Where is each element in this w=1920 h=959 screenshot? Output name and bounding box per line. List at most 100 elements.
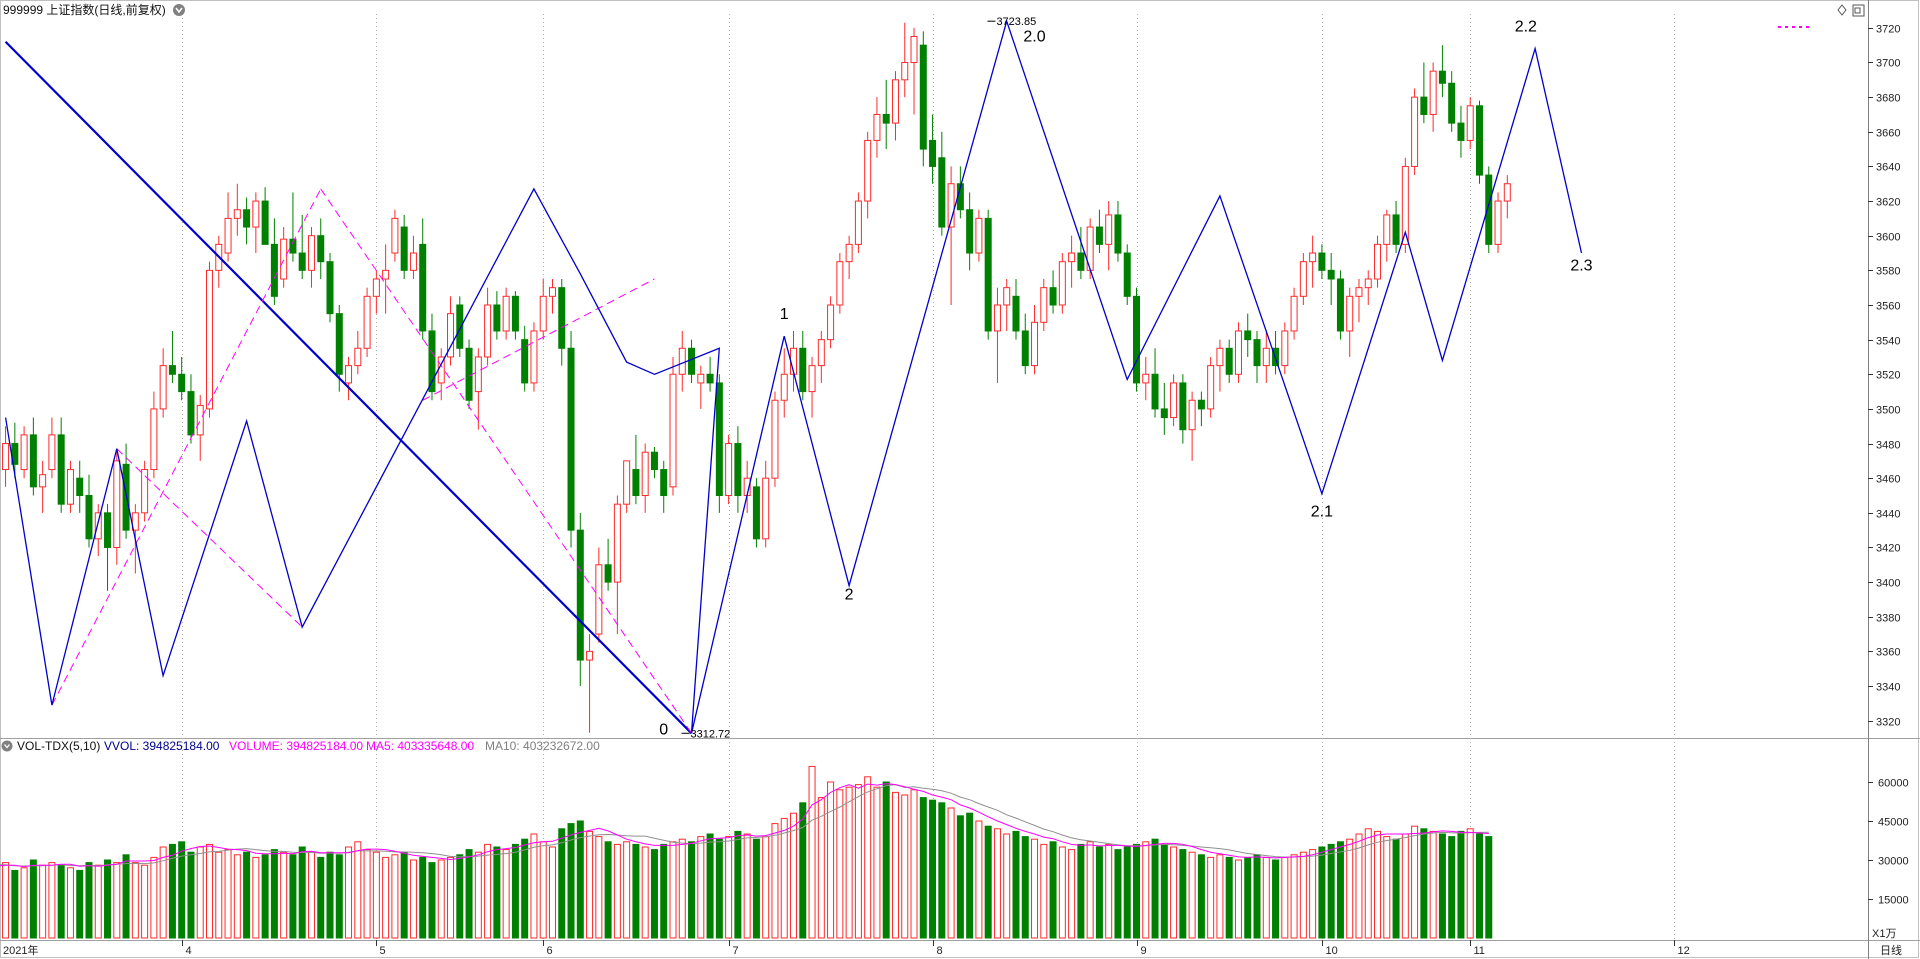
chevron-down-icon[interactable] [173, 4, 185, 16]
candle-body-down [168, 365, 176, 375]
volume-bar-up [307, 851, 315, 939]
candle-body-up [1234, 330, 1242, 375]
candle-body-down [1448, 82, 1456, 124]
candle-body-down [400, 226, 408, 271]
volume-bar-up [1429, 830, 1437, 939]
volume-bar-up [641, 846, 649, 939]
wave-label: 2.2 [1515, 18, 1537, 35]
chart-title: 999999 上证指数(日线,前复权) [3, 2, 166, 17]
volume-bar-up [354, 841, 362, 939]
volume-bar-down [326, 851, 334, 939]
volume-bar-down [1448, 836, 1456, 939]
volume-bar-down [85, 862, 93, 939]
month-label: 10 [1326, 945, 1338, 957]
candle-body-up [1411, 96, 1419, 167]
candle-body-down [604, 564, 612, 583]
candle-body-up [206, 269, 213, 410]
price-tick-label: 3580 [1876, 266, 1900, 278]
volume-bar-up [1170, 846, 1178, 939]
volume-bar-down [1457, 830, 1465, 939]
candle-body-up [372, 278, 380, 297]
volume-bar-down [298, 846, 306, 939]
volume-header: VOL-TDX(5,10) VVOL: 394825184.00 VOLUME:… [1, 739, 600, 753]
period-label[interactable]: 日线 [1880, 943, 1902, 957]
price-tick-label: 3460 [1876, 474, 1900, 486]
x-axis-months: 4 5 6 7 8 9 10 11 12 [182, 940, 1690, 957]
candle-body-down [984, 217, 992, 332]
price-tick-label: 3700 [1876, 58, 1900, 70]
volume-bar-down [929, 799, 937, 939]
volume-bar-down [122, 854, 130, 939]
volume-bar-down [1179, 849, 1187, 939]
candle-body-up [354, 347, 362, 367]
candle-body-down [465, 347, 473, 401]
volume-bar-down [734, 830, 742, 939]
wave-label: 0 [659, 722, 668, 739]
candle-body-up [873, 113, 881, 141]
candle-body-up [771, 399, 779, 479]
month-label: 5 [380, 945, 386, 957]
volume-ma-lines [0, 783, 1489, 868]
month-label: 6 [547, 945, 553, 957]
candle-body-up [891, 79, 899, 124]
candle-body-up [1068, 252, 1076, 263]
wave-label: 2 [845, 586, 854, 603]
candle-body-up [1003, 287, 1011, 306]
wave-polyline [4, 18, 1583, 734]
candle-body-down [558, 287, 566, 349]
volume-bar-down [57, 864, 65, 939]
volume-bar-down [576, 820, 584, 939]
candle-body-down [1077, 252, 1085, 271]
volume-bar-down [1475, 833, 1483, 939]
volume-bar-up [363, 849, 371, 939]
volume-bar-up [1290, 854, 1298, 939]
volume-bar-down [1012, 830, 1020, 939]
volume-bar-up [947, 807, 955, 939]
candle-body-up [827, 304, 835, 341]
price-tick-label: 3440 [1876, 509, 1900, 521]
volume-bar-up [1309, 849, 1317, 939]
dashed-segment [320, 188, 692, 734]
volume-bar-up [2, 862, 10, 939]
candle-body-up [1170, 382, 1178, 419]
restore-icon[interactable] [1852, 4, 1865, 17]
volume-bar-down [261, 854, 269, 939]
candle-body-up [447, 313, 455, 358]
volume-bar-up [901, 794, 909, 939]
wave-label: 2.3 [1570, 257, 1592, 274]
volume-bar-down [428, 862, 436, 939]
candle-body-up [307, 235, 315, 271]
diamond-icon[interactable] [1837, 4, 1847, 16]
month-label: 9 [1141, 945, 1147, 957]
volume-bar-up [623, 841, 631, 939]
volume-bar-down [1021, 836, 1029, 939]
candle-body-down [1438, 70, 1446, 84]
volume-bar-up [484, 843, 492, 939]
candle-body-down [1485, 174, 1493, 245]
candle-body-up [345, 365, 353, 384]
volume-bar-down [178, 841, 186, 939]
volume-bar-down [400, 851, 408, 939]
price-tick-label: 3420 [1876, 543, 1900, 555]
volume-bar-down [706, 833, 714, 939]
candle-body-up [1105, 214, 1113, 245]
candle-body-down [1475, 105, 1483, 176]
price-tick-label: 3560 [1876, 301, 1900, 313]
candle-body-down [1133, 295, 1140, 384]
volume-bar-up [1466, 828, 1474, 939]
volume-bar-down [104, 859, 112, 939]
candle-body-down [76, 477, 84, 497]
candle-body-down [567, 347, 575, 531]
candle-body-down [270, 243, 278, 297]
volume-bar-down [1123, 846, 1131, 939]
volume-bar-up [845, 786, 853, 939]
candle-body-down [1049, 287, 1057, 306]
price-tick-label: 3380 [1876, 613, 1900, 625]
volume-tick-label: 60000 [1878, 778, 1909, 790]
candle-body-down [660, 469, 668, 497]
candle-body-down [419, 243, 427, 332]
volume-bar-down [752, 838, 760, 939]
volume-bar-up [613, 843, 621, 939]
candle-body-up [1040, 287, 1048, 323]
